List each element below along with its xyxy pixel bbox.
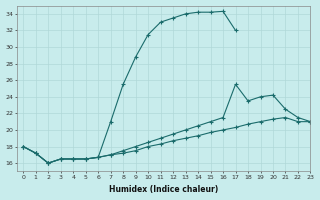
X-axis label: Humidex (Indice chaleur): Humidex (Indice chaleur) [109,185,218,194]
